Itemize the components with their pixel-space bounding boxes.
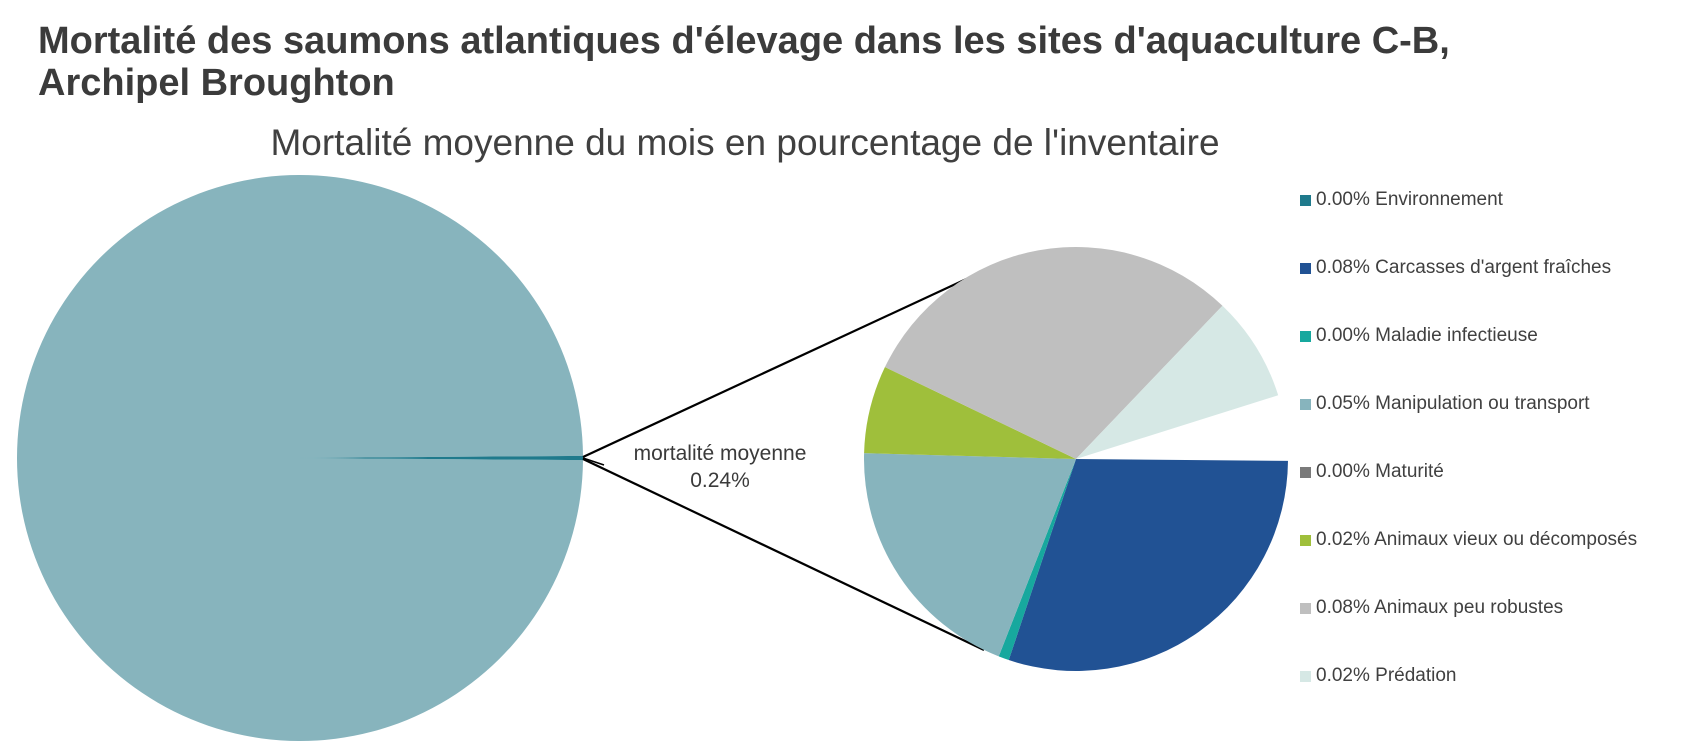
breakdown-slice-6 (884, 246, 1223, 459)
legend-swatch (1300, 534, 1311, 546)
legend-label: 0.08% Carcasses d'argent fraîches (1316, 257, 1612, 278)
legend-label: 0.05% Manipulation ou transport (1316, 393, 1590, 414)
main-pie-remainder-slice (16, 175, 583, 742)
legend-label: 0.00% Environnement (1316, 189, 1503, 210)
legend-item: 0.02% Animaux vieux ou décomposés (1300, 526, 1637, 554)
main-pie-grouped-slice (300, 455, 583, 461)
legend-swatch (1300, 330, 1311, 342)
legend-swatch (1300, 194, 1311, 206)
legend-item: 0.00% Environnement (1300, 186, 1503, 214)
legend-label: 0.02% Animaux vieux ou décomposés (1316, 529, 1638, 550)
legend-swatch (1300, 466, 1311, 478)
legend-item: 0.08% Carcasses d'argent fraîches (1300, 254, 1611, 282)
legend-label: 0.00% Maladie infectieuse (1316, 325, 1538, 346)
legend-swatch (1300, 398, 1311, 410)
grouped-slice-value: 0.24% (690, 469, 750, 492)
main-pie (16, 175, 583, 742)
connector-lines (582, 267, 991, 651)
chart-title: Mortalité des saumons atlantiques d'élev… (38, 20, 1450, 104)
connector-line-bottom (582, 458, 985, 651)
breakdown-pie (863, 246, 1288, 671)
legend-item: 0.00% Maturité (1300, 458, 1444, 486)
legend-swatch (1300, 602, 1311, 614)
legend-item: 0.08% Animaux peu robustes (1300, 594, 1563, 622)
legend-swatch (1300, 262, 1311, 274)
legend-label: 0.02% Prédation (1316, 665, 1457, 686)
connector-line-top (582, 267, 991, 458)
legend-label: 0.08% Animaux peu robustes (1316, 597, 1564, 618)
label-leader-line (582, 457, 605, 466)
grouped-slice-label: mortalité moyenne 0.24% (620, 440, 820, 494)
breakdown-slice-5 (864, 367, 1076, 459)
breakdown-slice-3 (863, 453, 1076, 657)
legend-swatch (1300, 670, 1311, 682)
breakdown-slice-7 (1076, 305, 1279, 459)
legend-item: 0.05% Manipulation ou transport (1300, 390, 1590, 418)
chart-subtitle: Mortalité moyenne du mois en pourcentage… (270, 122, 1220, 163)
legend-label: 0.00% Maturité (1316, 461, 1444, 482)
breakdown-slice-1 (1008, 459, 1288, 671)
breakdown-slice-2 (998, 459, 1076, 661)
grouped-slice-name: mortalité moyenne (633, 442, 807, 465)
legend-item: 0.00% Maladie infectieuse (1300, 322, 1538, 350)
legend-item: 0.02% Prédation (1300, 662, 1457, 690)
